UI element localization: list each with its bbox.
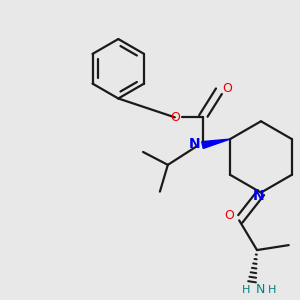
Text: H: H [242, 285, 250, 295]
Text: O: O [224, 209, 234, 222]
Text: N: N [189, 137, 200, 151]
Text: N: N [253, 189, 265, 202]
Text: H: H [268, 285, 276, 295]
Text: O: O [222, 82, 232, 95]
Text: N: N [255, 283, 265, 296]
Text: O: O [170, 111, 180, 124]
Polygon shape [202, 139, 230, 148]
